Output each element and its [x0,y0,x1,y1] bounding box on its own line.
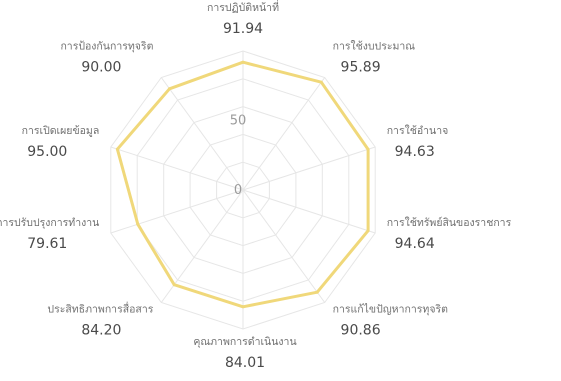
data-point [241,305,245,309]
axis-category-label: การปฏิบัติหน้าที่ [207,0,279,14]
axis-category-label: การใช้งบประมาณ [333,40,416,53]
data-value-label: 79.61 [27,236,67,252]
grid-spoke [110,189,244,234]
data-point [172,283,176,287]
axis-category-label: การปรับปรุงการทำงาน [0,217,99,229]
data-value-label: 84.20 [81,323,121,339]
data-value-label: 84.01 [225,355,265,371]
data-point [366,147,370,151]
data-value-label: 90.00 [81,60,121,76]
grid-spoke [242,77,326,191]
grid-spoke [242,189,376,234]
grid-spoke [242,189,326,303]
data-point [319,80,323,84]
radial-tick-label: 0 [234,183,242,198]
data-point [366,229,370,233]
grid-spoke [160,77,244,191]
axis-category-label: คุณภาพการดำเนินงาน [193,336,296,348]
axis-labels: การปฏิบัติหน้าที่ 91.94 การใช้งบประมาณ 95.8… [0,0,512,371]
data-value-label: 90.86 [341,323,381,339]
data-value-label: 91.94 [223,21,263,37]
data-point [168,87,171,91]
data-value-label: 95.00 [27,144,67,160]
grid-spoke [242,146,376,191]
radar-grid [110,50,376,330]
data-point [315,290,319,294]
data-point [115,147,119,151]
data-point [241,60,245,64]
axis-category-label: การใช้ทรัพย์สินของราชการ [387,216,512,229]
data-value-label: 95.89 [341,60,381,76]
axis-category-label: ประสิทธิภาพการสื่อสาร [47,302,153,316]
data-point [136,222,140,226]
data-value-label: 94.63 [395,144,435,160]
axis-category-label: การเปิดเผยข้อมูล [22,125,100,137]
axis-category-label: การใช้อำนาจ [387,124,449,137]
radial-tick-label: 50 [230,114,247,129]
data-value-label: 94.64 [395,236,435,252]
radar-series [115,60,370,309]
radial-tick-labels: 0 50 [230,114,247,199]
axis-category-label: การป้องกันการทุจริต [60,41,153,53]
axis-category-label: การแก้ไขปัญหาการทุจริต [333,303,449,316]
grid-spoke [110,146,244,191]
